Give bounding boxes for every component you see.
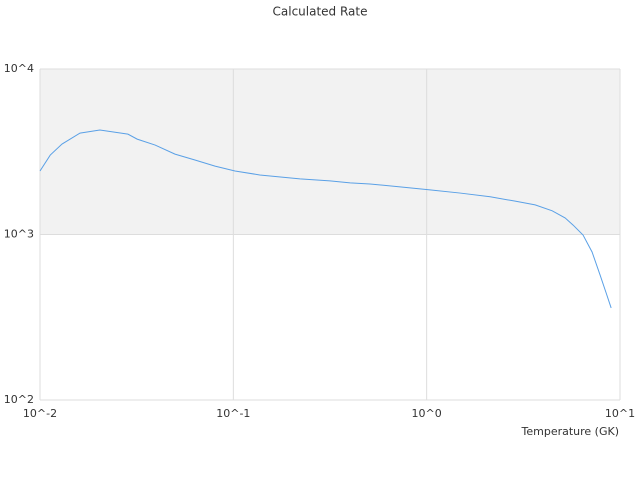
- y-tick-label: 10^2: [4, 393, 34, 406]
- x-tick-label: 10^1: [605, 407, 635, 420]
- x-tick-label: 10^-2: [23, 407, 57, 420]
- chart-title: Calculated Rate: [273, 5, 368, 19]
- line: [39, 129, 612, 309]
- x-axis-label: Temperature (GK): [521, 425, 620, 438]
- x-tick-label: 10^0: [412, 407, 442, 420]
- y-tick-label: 10^4: [4, 62, 34, 75]
- x-tick-label: 10^-1: [216, 407, 250, 420]
- y-tick-label: 10^3: [4, 228, 34, 241]
- plot-band: [40, 69, 620, 235]
